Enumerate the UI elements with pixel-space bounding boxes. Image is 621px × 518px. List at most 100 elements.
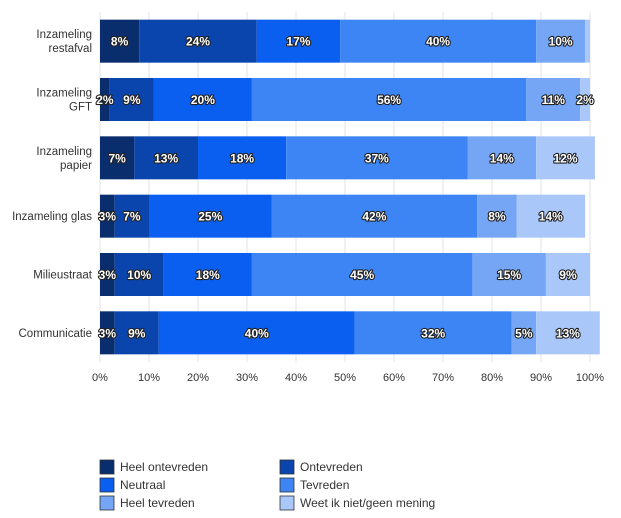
bar-segment [585, 19, 590, 63]
data-label: 25% [198, 210, 222, 224]
data-label: 2% [96, 93, 114, 107]
data-label: 9% [123, 93, 141, 107]
legend-swatch [99, 459, 115, 475]
data-label: 18% [230, 151, 254, 165]
bar-segment [158, 311, 355, 355]
bar-segment [100, 78, 110, 121]
x-tick-label: 10% [138, 372, 160, 384]
data-label: 8% [488, 210, 506, 224]
legend-swatch [99, 495, 115, 511]
data-label: 20% [191, 93, 215, 107]
data-label: 10% [127, 268, 151, 282]
legend-swatch [279, 495, 295, 511]
data-label: 9% [559, 268, 577, 282]
x-tick-label: 90% [530, 372, 552, 384]
bar-segment [286, 136, 468, 180]
data-label: 8% [111, 35, 129, 49]
x-tick-label: 70% [432, 372, 454, 384]
bar-segment [271, 194, 478, 238]
bar-segment [545, 253, 590, 296]
legend-label: Ontevreden [300, 460, 363, 474]
data-label: 42% [362, 210, 386, 224]
bar-segment [198, 136, 287, 180]
bar-segment [536, 311, 600, 355]
bar-segment [536, 19, 586, 63]
data-label: 3% [99, 326, 117, 340]
legend-label: Heel tevreden [120, 496, 195, 510]
bar-segment [251, 253, 473, 296]
legend-swatch [279, 477, 295, 493]
legend-label: Weet ik niet/geen mening [300, 496, 435, 510]
bar-segment [511, 311, 537, 355]
bar-segment [100, 253, 115, 296]
legend-label: Heel ontevreden [120, 460, 208, 474]
data-label: 56% [377, 93, 401, 107]
bar-segment [114, 194, 149, 238]
bar-segment [139, 19, 257, 63]
data-label: 17% [286, 35, 310, 49]
data-label: 18% [196, 268, 220, 282]
category-label: Inzameling papier [36, 146, 92, 172]
category-label: Inzameling glas [12, 211, 92, 223]
data-label: 5% [515, 326, 533, 340]
legend-label: Neutraal [120, 478, 165, 492]
legend-label: Tevreden [300, 478, 349, 492]
bar-segment [354, 311, 512, 355]
bar-segment [251, 78, 527, 121]
bar-segment [109, 78, 154, 121]
category-label: Inzameling restafval [36, 29, 92, 55]
data-label: 40% [426, 35, 450, 49]
data-label: 9% [128, 326, 146, 340]
data-label: 14% [490, 151, 514, 165]
data-label: 15% [497, 268, 521, 282]
legend-swatch [279, 459, 295, 475]
data-label: 11% [542, 93, 566, 107]
data-label: 24% [186, 35, 210, 49]
data-label: 2% [576, 93, 594, 107]
data-label: 14% [539, 210, 563, 224]
category-label: Inzameling GFT [36, 88, 92, 114]
bar-segment [526, 78, 581, 121]
data-label: 32% [421, 326, 445, 340]
data-label: 3% [99, 268, 117, 282]
category-label: Milieustraat [33, 270, 93, 282]
bar-segment [256, 19, 341, 63]
category-label: Communicatie [19, 328, 93, 340]
bar-segment [467, 136, 537, 180]
x-tick-label: 40% [285, 372, 307, 384]
bar-segment [134, 136, 198, 180]
data-label: 7% [108, 151, 126, 165]
x-tick-label: 50% [334, 372, 356, 384]
x-tick-label: 30% [236, 372, 258, 384]
x-tick-label: 20% [187, 372, 209, 384]
data-label: 13% [556, 326, 580, 340]
bar-segment [100, 311, 115, 355]
data-label: 37% [365, 151, 389, 165]
bar-segment [149, 194, 272, 238]
bar-segment [100, 136, 135, 180]
bar-segment [114, 253, 164, 296]
data-label: 40% [245, 326, 269, 340]
data-label: 7% [123, 210, 141, 224]
data-label: 12% [553, 151, 577, 165]
bar-segment [340, 19, 537, 63]
legend-swatch [99, 477, 115, 493]
data-label: 45% [350, 268, 374, 282]
data-label: 10% [549, 35, 573, 49]
bar-segment [153, 78, 252, 121]
bar-segment [100, 194, 115, 238]
bar-segment [472, 253, 546, 296]
bar-segment [580, 78, 590, 121]
x-tick-label: 60% [383, 372, 405, 384]
data-label: 13% [154, 151, 178, 165]
bar-segment [477, 194, 517, 238]
x-tick-label: 80% [481, 372, 503, 384]
bar-segment [100, 19, 140, 63]
bar-segment [516, 194, 586, 238]
bar-segment [536, 136, 595, 180]
x-tick-label: 0% [92, 372, 108, 384]
bar-segment [163, 253, 252, 296]
x-tick-label: 100% [576, 372, 604, 384]
